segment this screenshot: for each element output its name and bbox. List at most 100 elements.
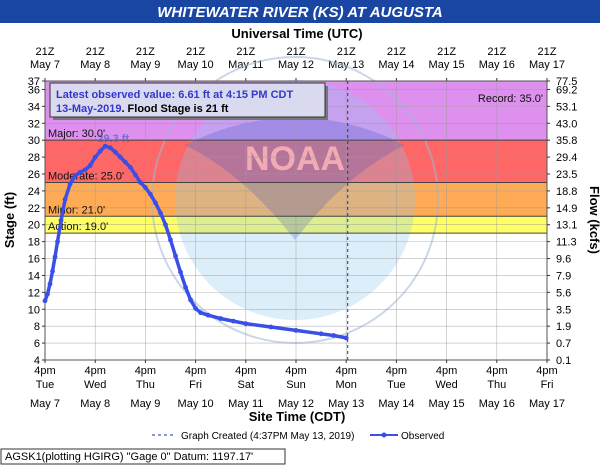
flow-tick-label: 7.9 xyxy=(556,270,571,282)
site-tick-time: 4pm xyxy=(386,365,407,377)
utc-tick-day: May 17 xyxy=(529,59,565,71)
utc-tick-day: May 12 xyxy=(278,59,314,71)
site-tick-day: May 10 xyxy=(178,398,214,410)
stage-tick-label: 30 xyxy=(28,135,40,147)
site-tick-day: May 9 xyxy=(130,398,160,410)
observed-point xyxy=(77,169,83,175)
observed-point xyxy=(178,269,183,275)
observed-point xyxy=(112,149,118,155)
observed-point xyxy=(92,154,98,160)
site-tick-day: May 14 xyxy=(378,398,414,410)
flow-tick-label: 69.2 xyxy=(556,84,577,96)
stage-tick-label: 4 xyxy=(34,355,40,367)
site-tick-time: 4pm xyxy=(135,365,156,377)
site-tick-day: May 8 xyxy=(80,398,110,410)
observed-point xyxy=(62,196,68,202)
observed-point xyxy=(331,333,337,338)
utc-tick-day: May 13 xyxy=(328,59,364,71)
observed-point xyxy=(67,181,73,187)
latest-box-frame xyxy=(49,82,326,118)
threshold-label-minor: Minor: 21.0' xyxy=(48,204,105,216)
observed-point xyxy=(58,218,64,223)
site-tick-dow: Thu xyxy=(487,379,506,391)
utc-tick-day: May 7 xyxy=(30,59,60,71)
observed-point xyxy=(132,172,138,178)
flow-tick-label: 35.8 xyxy=(556,135,577,147)
observed-point xyxy=(243,321,249,327)
flow-tick-label: 23.5 xyxy=(556,169,577,181)
observed-point xyxy=(137,180,143,185)
observed-series xyxy=(42,143,349,341)
chart-legend: Graph Created (4:37PM May 13, 2019) Obse… xyxy=(152,431,444,442)
flood-stage-text: . Flood Stage is 21 ft xyxy=(121,103,228,115)
observed-point xyxy=(148,191,153,197)
site-tick-dow: Wed xyxy=(435,379,457,391)
utc-tick-hour: 21Z xyxy=(487,46,506,58)
stage-tick-label: 34 xyxy=(28,101,40,113)
observed-point xyxy=(143,185,148,190)
footer-box xyxy=(0,448,286,465)
observed-point xyxy=(55,239,60,245)
observed-point xyxy=(293,328,299,333)
site-tick-day: May 13 xyxy=(328,398,364,410)
utc-tick-hour: 21Z xyxy=(36,46,55,58)
stage-tick-label: 16 xyxy=(28,254,40,266)
observed-point xyxy=(153,200,158,206)
stage-tick-label: 12 xyxy=(28,287,40,299)
site-time-tick-labels: 4pm Tue May 7 4pm Wed May 8 4pm Thu May 9 4pm Fri M… xyxy=(30,360,565,410)
legend-observed-label: Observed xyxy=(401,431,444,442)
site-tick-day: May 12 xyxy=(278,398,314,410)
utc-tick-hour: 21Z xyxy=(136,46,155,58)
observed-point xyxy=(82,167,88,173)
observed-point xyxy=(158,210,163,216)
threshold-label-moderate: Moderate: 25.0' xyxy=(48,170,124,182)
record-label: Record: 35.0' xyxy=(478,93,543,105)
stage-tick-label: 22 xyxy=(28,203,40,215)
site-tick-dow: Wed xyxy=(84,379,106,391)
utc-tick-hour: 21Z xyxy=(287,46,306,58)
stage-tick-label: 36 xyxy=(28,84,40,96)
site-tick-time: 4pm xyxy=(84,365,105,377)
observed-point xyxy=(50,268,55,274)
utc-tick-day: May 10 xyxy=(178,59,214,71)
site-tick-dow: Fri xyxy=(541,379,554,391)
stage-tick-label: 28 xyxy=(28,152,40,164)
utc-tick-hour: 21Z xyxy=(337,46,356,58)
site-tick-dow: Tue xyxy=(387,379,406,391)
site-tick-time: 4pm xyxy=(34,365,55,377)
observed-point xyxy=(205,312,211,318)
observed-point xyxy=(122,159,128,165)
site-tick-time: 4pm xyxy=(536,365,557,377)
site-tick-time: 4pm xyxy=(486,365,507,377)
flow-tick-label: 5.6 xyxy=(556,287,571,299)
observed-point xyxy=(193,306,199,311)
observed-point xyxy=(268,324,274,330)
utc-axis-title: Universal Time (UTC) xyxy=(231,26,362,41)
site-tick-dow: Thu xyxy=(136,379,155,391)
utc-tick-day: May 15 xyxy=(429,59,465,71)
observed-point xyxy=(163,222,168,228)
site-tick-time: 4pm xyxy=(185,365,206,377)
observed-point xyxy=(102,143,108,149)
observed-point xyxy=(343,335,349,341)
observed-point xyxy=(97,148,103,154)
noaa-logo-bird xyxy=(185,117,405,240)
stage-tick-label: 32 xyxy=(28,118,40,130)
utc-tick-hour: 21Z xyxy=(186,46,205,58)
site-tick-dow: Sun xyxy=(286,379,306,391)
stage-tick-label: 18 xyxy=(28,237,40,249)
flow-tick-label: 0.7 xyxy=(556,338,571,350)
title-bar xyxy=(0,0,600,23)
site-tick-time: 4pm xyxy=(235,365,256,377)
flow-tick-label: 29.4 xyxy=(556,152,577,164)
observed-point xyxy=(198,310,204,316)
observed-point xyxy=(87,163,93,168)
observed-point xyxy=(45,291,50,297)
utc-tick-hour: 21Z xyxy=(437,46,456,58)
site-tick-day: May 17 xyxy=(529,398,565,410)
observed-point xyxy=(117,154,123,160)
site-axis-title: Site Time (CDT) xyxy=(249,409,346,424)
utc-tick-day: May 9 xyxy=(130,59,160,71)
flow-tick-label: 18.8 xyxy=(556,186,577,198)
